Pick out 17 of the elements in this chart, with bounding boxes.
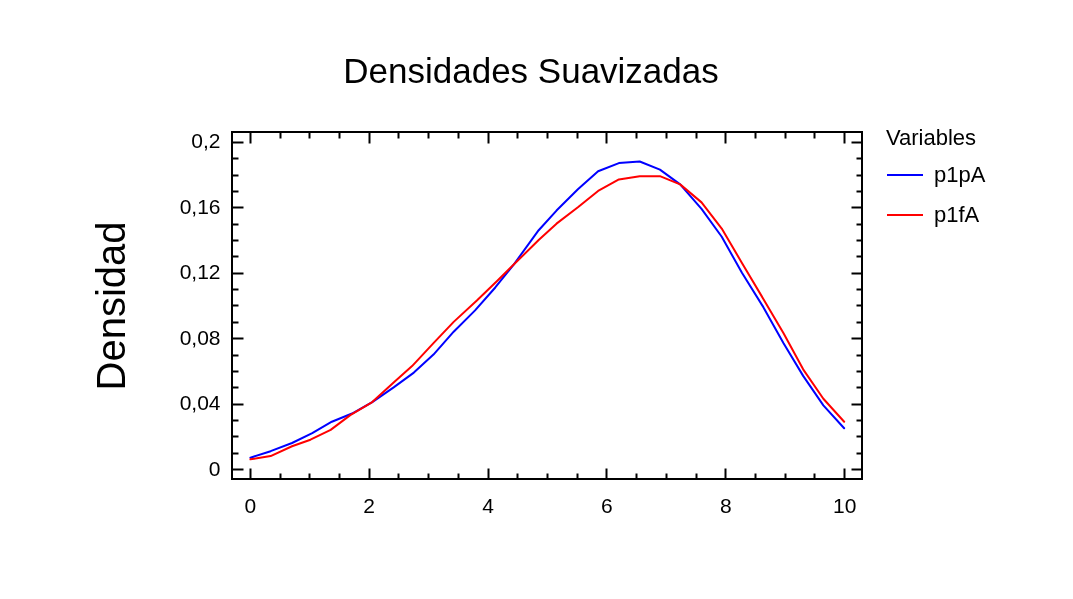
legend-title: Variables <box>886 125 977 150</box>
x-tick-label: 8 <box>719 493 732 517</box>
x-tick-label: 10 <box>832 493 857 517</box>
chart-title: Densidades Suavizadas <box>343 51 719 90</box>
y-tick-label: 0 <box>208 456 221 480</box>
x-tick-label: 4 <box>482 493 495 517</box>
legend-label: p1fA <box>934 202 980 227</box>
y-tick-label: 0,12 <box>179 260 221 284</box>
x-tick-label: 0 <box>244 493 257 517</box>
x-tick-label: 6 <box>601 493 613 517</box>
legend-label: p1pA <box>934 162 986 187</box>
y-tick-label: 0,16 <box>179 194 221 218</box>
y-tick-label: 0,08 <box>179 325 221 349</box>
y-tick-label: 0,2 <box>191 129 221 153</box>
x-tick-label: 2 <box>363 493 376 517</box>
y-tick-label: 0,04 <box>179 391 221 415</box>
y-axis-title: Densidad <box>88 221 133 391</box>
